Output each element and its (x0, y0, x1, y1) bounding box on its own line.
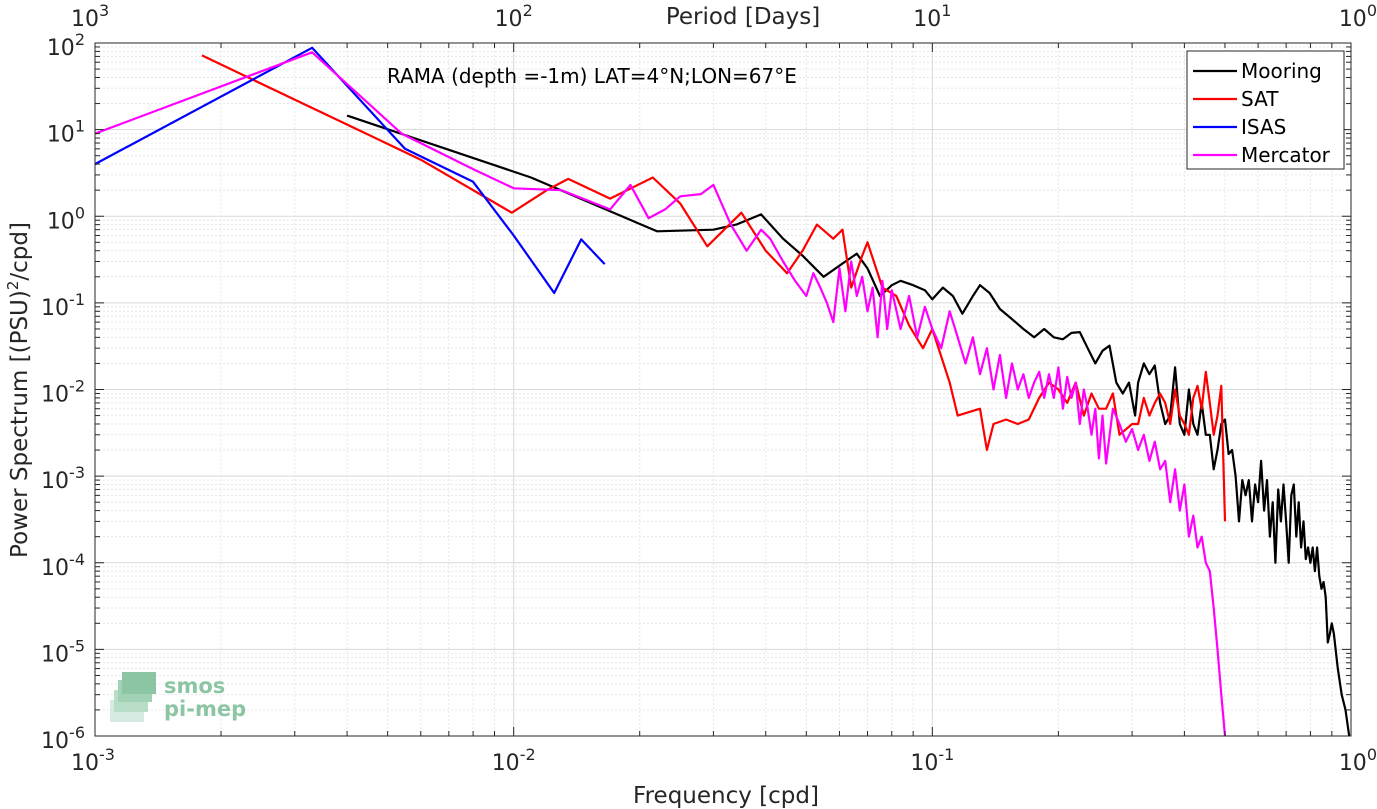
y-tick-label-exp: -4 (69, 550, 85, 569)
y-axis-label-main: Power Spectrum [(PSU) (7, 290, 33, 558)
top-tick-label: 103 (71, 1, 109, 32)
top-tick-label-exp: 0 (1367, 1, 1377, 20)
y-tick-label-exp: -2 (69, 377, 85, 396)
top-tick-label-base: 10 (913, 7, 941, 32)
y-tick-label-exp: -1 (69, 290, 85, 309)
x-tick-label-exp: 0 (1367, 745, 1377, 764)
y-tick-label-exp: -6 (69, 723, 85, 742)
series-line-mooring (346, 114, 1351, 737)
top-tick-label-base: 10 (495, 7, 523, 32)
x-tick-label-base: 10 (1339, 751, 1367, 776)
y-axis-label-sup: 2 (4, 281, 22, 291)
y-tick-label-base: 10 (41, 383, 69, 408)
y-tick-label-exp: -5 (69, 636, 85, 655)
x-tick-label-exp: -2 (520, 745, 536, 764)
grid-major (94, 42, 1352, 737)
series-line-mercator (94, 51, 1227, 737)
logo-emblem-icon (110, 672, 156, 722)
grid-minor (95, 43, 1351, 736)
y-tick-label-base: 10 (41, 296, 69, 321)
y-tick-label: 10-4 (41, 550, 85, 581)
top-tick-label-exp: 3 (99, 1, 109, 20)
x-tick-label-base: 10 (71, 751, 99, 776)
x-tick-label: 10-3 (71, 745, 115, 776)
y-axis-label: Power Spectrum [(PSU)2/cpd] (4, 222, 33, 558)
series-layer (94, 46, 1351, 737)
x-tick-label-exp: -1 (938, 745, 954, 764)
legend-label-sat: SAT (1241, 87, 1279, 111)
y-tick-label: 10-5 (41, 636, 85, 667)
logo-line1: smos (164, 674, 225, 698)
top-tick-label-exp: 1 (941, 1, 951, 20)
y-tick-label: 10-6 (41, 723, 85, 754)
x-tick-label-exp: -3 (99, 745, 115, 764)
x-tick-label-base: 10 (910, 751, 938, 776)
y-tick-label-exp: 2 (75, 30, 85, 49)
y-tick-label: 100 (47, 203, 85, 234)
chart-title: RAMA (depth =-1m) LAT=4°N;LON=67°E (387, 64, 797, 88)
top-tick-label: 101 (913, 1, 951, 32)
y-axis-label-end: /cpd] (7, 222, 33, 281)
x-axis-label: Frequency [cpd] (633, 783, 819, 809)
y-tick-label-exp: 0 (75, 203, 85, 222)
tick-marks (94, 42, 1352, 737)
logo-line2: pi-mep (164, 697, 246, 721)
y-tick-label: 10-2 (41, 377, 85, 408)
top-tick-label: 102 (495, 1, 533, 32)
top-tick-label-base: 10 (71, 7, 99, 32)
top-tick-label-exp: 2 (523, 1, 533, 20)
y-tick-label-base: 10 (41, 729, 69, 754)
x-tick-label: 10-2 (492, 745, 536, 776)
series-line-isas (94, 46, 606, 295)
x-tick-label-base: 10 (492, 751, 520, 776)
top-x-axis-label: Period [Days] (666, 4, 820, 30)
y-tick-label-base: 10 (47, 36, 75, 61)
series-line-sat (201, 54, 1227, 522)
y-tick-label: 10-3 (41, 463, 85, 494)
legend: Mooring SAT ISAS Mercator (1186, 50, 1345, 170)
top-tick-label: 100 (1339, 1, 1377, 32)
y-tick-label-base: 10 (41, 642, 69, 667)
legend-label-mercator: Mercator (1241, 143, 1331, 167)
y-tick-label-base: 10 (41, 556, 69, 581)
legend-label-isas: ISAS (1241, 115, 1286, 139)
y-tick-label: 102 (47, 30, 85, 61)
y-tick-label-base: 10 (47, 209, 75, 234)
smos-pi-mep-logo: smos pi-mep (110, 672, 246, 722)
y-tick-label-base: 10 (41, 469, 69, 494)
y-tick-label-exp: -3 (69, 463, 85, 482)
y-tick-label-exp: 1 (75, 117, 85, 136)
x-tick-label: 10-1 (910, 745, 954, 776)
y-tick-label: 10-1 (41, 290, 85, 321)
x-tick-label: 100 (1339, 745, 1377, 776)
y-tick-label: 101 (47, 117, 85, 148)
top-tick-label-base: 10 (1339, 7, 1367, 32)
y-tick-label-base: 10 (47, 123, 75, 148)
legend-label-mooring: Mooring (1241, 59, 1322, 83)
